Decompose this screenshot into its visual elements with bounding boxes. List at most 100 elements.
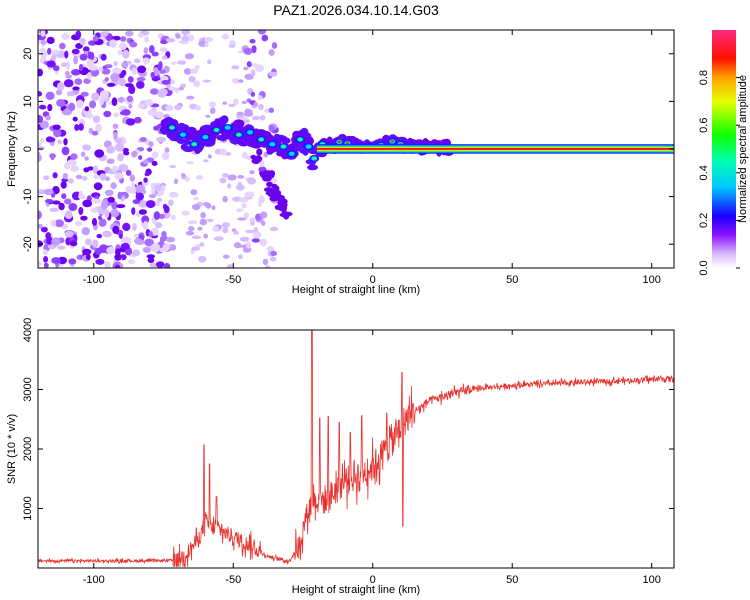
noise-cell	[259, 238, 267, 247]
y-tick-label: -10	[22, 189, 34, 205]
track-halo	[183, 138, 190, 145]
noise-cell	[162, 55, 168, 60]
noise-cell	[63, 138, 68, 146]
track-halo	[216, 135, 224, 141]
noise-cell	[78, 123, 84, 131]
track-core-cell	[305, 144, 312, 149]
noise-cell	[110, 182, 117, 190]
noise-cell	[139, 137, 147, 142]
track-branch-cell	[279, 213, 288, 217]
noise-cell	[244, 109, 253, 116]
noise-cell	[111, 201, 118, 210]
noise-cell	[45, 199, 54, 204]
noise-cell	[134, 237, 142, 245]
noise-cell	[243, 47, 253, 55]
spectrogram-noise-cells	[38, 30, 279, 268]
noise-cell	[181, 173, 186, 178]
noise-cell	[228, 44, 236, 48]
noise-cell	[203, 233, 209, 239]
track-peak-cell	[192, 142, 196, 146]
noise-cell	[197, 226, 203, 231]
noise-cell	[194, 64, 200, 70]
noise-cell	[138, 209, 147, 215]
noise-cell	[61, 146, 70, 156]
noise-cell	[141, 215, 150, 224]
noise-cell	[48, 137, 56, 142]
x-tick-label: -50	[225, 274, 241, 286]
noise-cell	[143, 159, 149, 165]
noise-cell	[47, 104, 53, 112]
noise-cell	[170, 79, 176, 85]
noise-cell	[38, 141, 42, 147]
noise-cell	[165, 104, 174, 112]
noise-cell	[261, 220, 266, 226]
noise-cell	[257, 95, 263, 101]
noise-cell	[219, 177, 227, 184]
noise-cell	[112, 123, 119, 129]
noise-cell	[211, 205, 216, 211]
noise-cell	[43, 249, 48, 256]
noise-cell	[92, 239, 99, 248]
noise-cell	[233, 230, 239, 235]
noise-cell	[245, 241, 252, 249]
noise-cell	[137, 32, 144, 38]
track-halo	[281, 137, 291, 144]
noise-cell	[238, 254, 243, 260]
noise-cell	[68, 258, 77, 265]
noise-cell	[38, 68, 43, 77]
noise-cell	[85, 253, 91, 261]
noise-cell	[110, 73, 120, 82]
snr-plot-area	[38, 330, 674, 567]
track-peak-cell	[337, 140, 341, 144]
noise-cell	[57, 82, 65, 91]
noise-cell	[202, 79, 211, 83]
noise-cell	[78, 64, 84, 72]
noise-cell	[99, 97, 104, 106]
noise-cell	[70, 153, 78, 160]
noise-cell	[164, 147, 170, 154]
track-branch-cell	[256, 148, 263, 156]
track-peak-cell	[281, 145, 286, 149]
noise-cell	[38, 210, 42, 220]
noise-cell	[82, 144, 92, 151]
noise-cell	[161, 80, 171, 85]
noise-cell	[110, 209, 120, 218]
noise-cell	[142, 57, 150, 65]
noise-cell	[38, 91, 43, 97]
noise-cell	[112, 225, 120, 234]
noise-cell	[61, 109, 72, 116]
noise-cell	[92, 115, 101, 124]
noise-cell	[128, 104, 133, 109]
track-halo	[302, 148, 309, 156]
noise-cell	[64, 50, 69, 59]
noise-cell	[162, 243, 171, 252]
noise-cell	[68, 203, 78, 211]
noise-cell	[46, 36, 55, 45]
noise-cell	[146, 147, 153, 152]
noise-cell	[229, 40, 237, 47]
noise-cell	[84, 156, 89, 161]
track-core-cell	[224, 125, 231, 130]
noise-cell	[51, 237, 61, 247]
noise-cell	[67, 178, 74, 184]
noise-cell	[150, 243, 161, 253]
noise-cell	[255, 64, 264, 72]
noise-cell	[104, 261, 111, 268]
noise-cell	[122, 49, 130, 59]
noise-cell	[122, 222, 131, 231]
spectrogram-ylabel: Frequency (Hz)	[6, 111, 18, 187]
noise-cell	[158, 213, 166, 219]
noise-cell	[150, 71, 156, 79]
noise-cell	[52, 200, 61, 205]
noise-cell	[113, 60, 118, 66]
track-halo	[307, 164, 319, 171]
noise-cell	[206, 218, 214, 223]
noise-cell	[132, 223, 137, 231]
noise-cell	[125, 83, 134, 88]
snr-series-line	[38, 330, 674, 567]
noise-cell	[250, 69, 256, 77]
noise-cell	[251, 238, 260, 243]
track-branch-cell	[262, 170, 271, 175]
noise-cell	[147, 109, 157, 116]
